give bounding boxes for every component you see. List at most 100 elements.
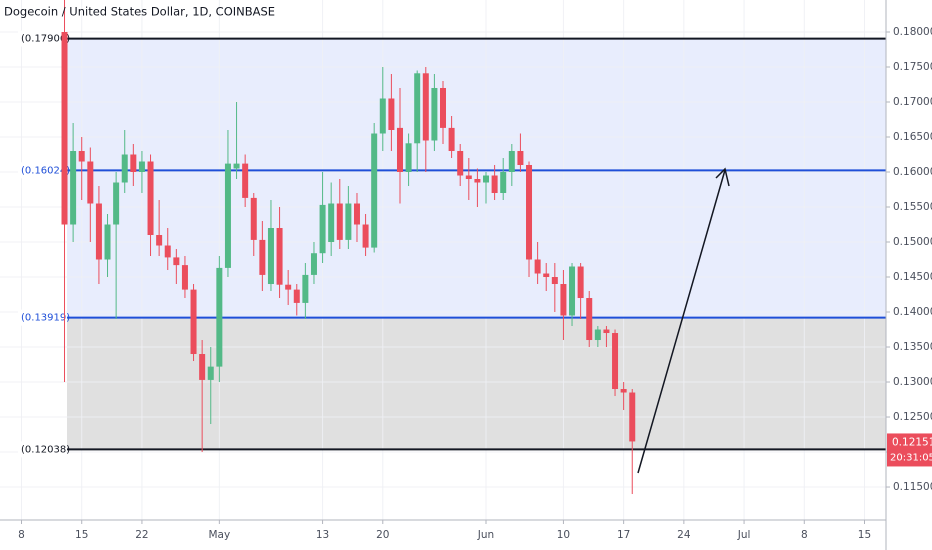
candle-body (138, 161, 145, 173)
candle-body (147, 161, 154, 236)
candle-body (620, 389, 627, 393)
candle-body (422, 73, 429, 141)
candle-body (130, 154, 137, 173)
level-label: (0.16024) (21, 165, 70, 176)
candle-body (526, 165, 533, 260)
countdown-label: 20:31:05 (890, 452, 932, 463)
level-label-bg (18, 441, 66, 458)
time-axis (0, 520, 886, 550)
candle-body (465, 175, 472, 180)
candle-body (302, 274, 309, 303)
candle-body (362, 224, 369, 248)
candle-body (121, 154, 128, 183)
x-tick-label: May (208, 529, 230, 541)
x-tick-label: 20 (376, 529, 389, 541)
y-tick-label: 0.18000 (893, 26, 932, 38)
candle-body (156, 235, 163, 246)
candle-body (586, 298, 593, 341)
candle-body (491, 175, 498, 194)
candle-body (285, 284, 292, 290)
candle-body (336, 203, 343, 240)
price-tag-label: 0.12151 (892, 436, 932, 448)
candle-body (78, 151, 85, 162)
candle-body (207, 366, 214, 380)
candle-body (95, 203, 102, 260)
x-tick-label: 15 (858, 529, 871, 541)
arrow-head (715, 167, 730, 187)
candle-body (113, 182, 120, 225)
candle-body (534, 259, 541, 274)
candle-body (190, 289, 197, 355)
x-tick-label: Jun (477, 529, 494, 541)
level-label: (0.17906) (21, 34, 70, 45)
candle-body (543, 273, 550, 278)
candle-body (233, 163, 240, 169)
candle-body (224, 163, 231, 268)
candle-body (319, 204, 326, 254)
candle-body (612, 333, 619, 390)
candle-body (474, 179, 481, 183)
candle-body (405, 143, 412, 173)
x-tick-label: 13 (316, 529, 329, 541)
candle-body (104, 224, 111, 260)
x-tick-label: 17 (617, 529, 630, 541)
candle-body (500, 172, 507, 194)
chart-title: Dogecoin / United States Dollar, 1D, COI… (4, 5, 275, 19)
candle-body (242, 163, 249, 198)
arrow-line (637, 169, 726, 474)
candle-body (629, 392, 636, 442)
candle-body (603, 329, 610, 334)
candle-body (560, 284, 567, 316)
x-tick-label: 15 (75, 529, 88, 541)
zone (67, 38, 886, 171)
candle-body (388, 98, 395, 130)
candle-body (569, 266, 576, 316)
candle-body (379, 98, 386, 134)
x-tick-label: 10 (557, 529, 570, 541)
price-tag (887, 433, 932, 467)
zone (67, 317, 886, 450)
candle-body (551, 277, 558, 285)
level-label-bg (18, 309, 66, 326)
candle-body (259, 239, 266, 275)
candle-body (173, 257, 180, 266)
candle-body (70, 151, 77, 225)
candle-body (396, 127, 403, 173)
candle-body (267, 228, 274, 285)
candle-body (181, 265, 188, 290)
level-label: (0.13919) (21, 313, 70, 324)
x-tick-label: 22 (135, 529, 148, 541)
x-tick-label: 8 (18, 529, 25, 541)
candle-body (345, 203, 352, 240)
candle-body (328, 203, 335, 243)
candle-body (517, 151, 524, 166)
candle-body (216, 267, 223, 367)
arrow (637, 167, 730, 474)
level-label-bg (18, 30, 66, 47)
candle-body (577, 266, 584, 299)
candle-body (508, 151, 515, 173)
candle-body (310, 253, 317, 275)
zone (67, 170, 886, 318)
candle-body (250, 197, 257, 240)
candle-body (483, 175, 490, 183)
candle-body (199, 354, 206, 380)
candle-body (371, 133, 378, 248)
level-label: (0.12038) (21, 444, 70, 455)
candle-body (61, 31, 68, 225)
candle-body (293, 289, 300, 303)
candle-body (276, 228, 283, 285)
candle-body (87, 161, 94, 204)
x-tick-label: 8 (801, 529, 808, 541)
